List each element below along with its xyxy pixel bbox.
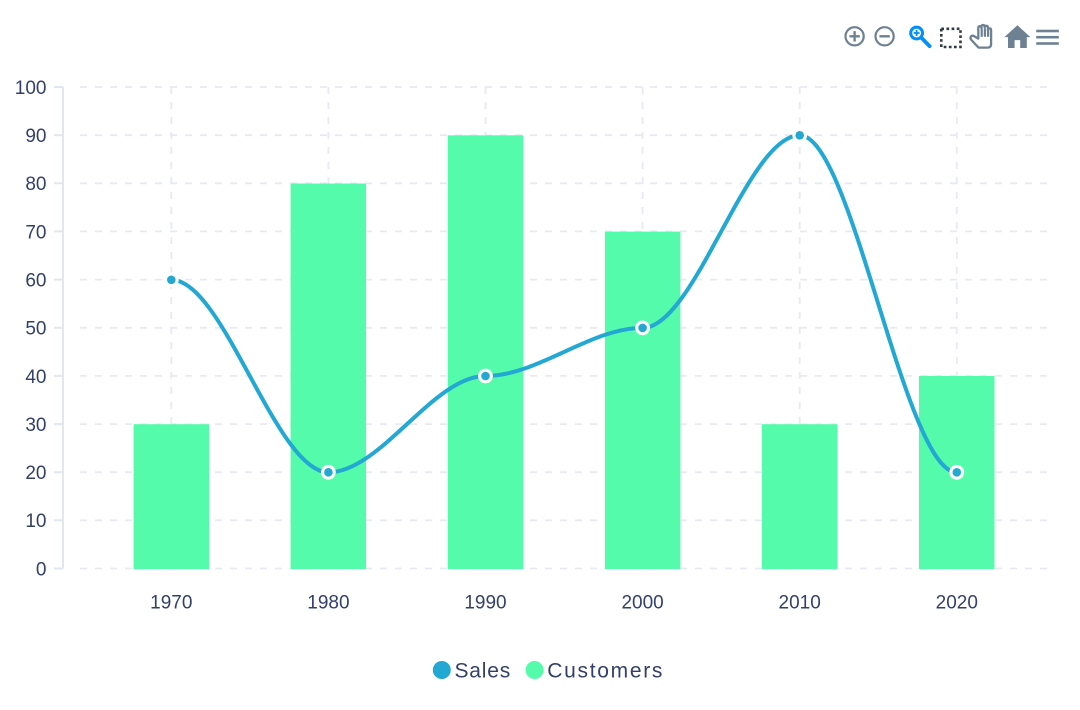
svg-text:0: 0 <box>36 559 47 580</box>
svg-text:Sales: Sales <box>455 660 512 683</box>
svg-text:Customers: Customers <box>547 660 664 683</box>
svg-text:2000: 2000 <box>621 593 663 614</box>
svg-text:20: 20 <box>25 463 46 484</box>
svg-text:60: 60 <box>25 271 46 292</box>
svg-text:1970: 1970 <box>150 593 192 614</box>
svg-text:100: 100 <box>15 78 47 99</box>
svg-text:90: 90 <box>25 126 46 147</box>
svg-text:2020: 2020 <box>936 593 978 614</box>
svg-text:1990: 1990 <box>464 593 506 614</box>
svg-text:80: 80 <box>25 174 46 195</box>
svg-text:2010: 2010 <box>779 593 821 614</box>
svg-text:50: 50 <box>25 319 46 340</box>
svg-text:40: 40 <box>25 367 46 388</box>
svg-text:30: 30 <box>25 415 46 436</box>
svg-text:70: 70 <box>25 222 46 243</box>
svg-text:10: 10 <box>25 511 46 532</box>
svg-text:1980: 1980 <box>307 593 349 614</box>
